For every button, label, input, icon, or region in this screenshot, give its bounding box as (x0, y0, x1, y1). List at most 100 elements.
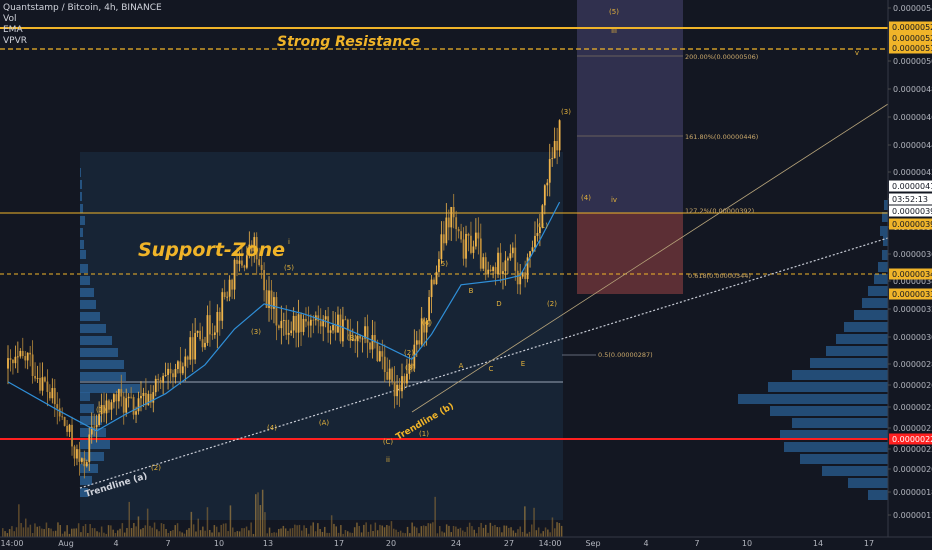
candle-body (346, 319, 349, 331)
candle-body (297, 314, 300, 333)
volume-bar (64, 531, 66, 537)
volume-bar (20, 522, 22, 537)
candle-body (381, 351, 384, 357)
candle-body (396, 384, 398, 397)
volume-bar (27, 527, 29, 537)
wave-label: (3) (405, 364, 415, 372)
volume-bar (243, 528, 245, 537)
fib-200-label: 200.00%(0.00000506) (685, 53, 758, 61)
volume-bar (310, 525, 312, 537)
volume-bar (335, 526, 337, 537)
candle-body (172, 373, 174, 378)
candle-body (285, 319, 288, 335)
candle-body (93, 426, 96, 428)
volume-bar (491, 525, 494, 537)
candle-body (135, 411, 137, 415)
candle-body (312, 319, 315, 321)
volume-bar (13, 531, 15, 537)
candle-body (342, 319, 344, 342)
symbol-title[interactable]: Quantstamp / Bitcoin, 4h, BINANCE (3, 3, 162, 13)
candle-body (231, 279, 233, 290)
volume-bar (268, 527, 271, 537)
vpvr-bar (868, 490, 888, 500)
candle-body (440, 234, 443, 260)
vpvr-indicator-label[interactable]: VPVR (3, 36, 27, 46)
candle-body (270, 290, 273, 309)
vpvr-bar (80, 216, 85, 225)
volume-bar (443, 532, 446, 537)
volume-bar (482, 527, 485, 537)
volume-bar (98, 532, 101, 537)
volume-bar (473, 529, 475, 537)
y-tick-label: 0.00000420 (893, 168, 932, 177)
target-zone-box (577, 0, 683, 213)
trendline-a (79, 237, 889, 489)
volume-bar (441, 531, 443, 537)
volume-bar (374, 522, 377, 537)
volume-bar (215, 526, 218, 537)
candle-body (309, 319, 312, 326)
volume-bar (324, 526, 326, 537)
candle-body (245, 255, 248, 268)
candle-body (364, 326, 366, 339)
candle-body (334, 324, 337, 333)
volume-bar (149, 525, 151, 537)
candle-body (226, 296, 229, 298)
candle-body (12, 359, 14, 364)
wave-label: (B) (347, 334, 358, 342)
volume-bar (59, 525, 61, 537)
volume-bar (232, 527, 234, 537)
wave-label: D (496, 300, 501, 308)
candle-body (209, 315, 211, 335)
x-tick-label: 20 (386, 539, 396, 548)
candle-body (534, 235, 536, 248)
volume-bar (119, 528, 121, 537)
stop-zone-box (577, 213, 683, 294)
ema-indicator-label[interactable]: EMA (3, 25, 23, 35)
volume-bar (238, 531, 241, 537)
volume-bar (248, 530, 250, 537)
volume-bar (429, 523, 432, 537)
vpvr-bar (80, 440, 110, 449)
y-tick-label: 0.00000300 (893, 333, 932, 342)
candle-body (539, 227, 541, 234)
candle-body (423, 318, 426, 333)
wave-label: (C) (383, 438, 394, 446)
volume-bar (275, 532, 278, 537)
candle-body (543, 185, 546, 206)
candle-body (514, 247, 517, 271)
volume-bar (89, 524, 91, 537)
vpvr-bar (822, 466, 888, 476)
volume-bar (402, 532, 404, 537)
volume-bar (282, 525, 285, 537)
volume-bar (537, 527, 540, 537)
wave-label: E (521, 360, 525, 368)
candle-body (201, 339, 204, 348)
volume-bar (218, 532, 220, 537)
volume-bar (457, 528, 459, 537)
vpvr-bar (80, 240, 84, 249)
volume-bar (376, 530, 379, 537)
candle-body (100, 405, 103, 415)
vpvr-bar (770, 406, 888, 416)
vol-indicator-label[interactable]: Vol (3, 14, 17, 24)
wave-label: (2) (151, 464, 161, 472)
candle-body (529, 251, 531, 258)
volume-bar (333, 523, 335, 537)
volume-bar (475, 533, 478, 537)
candle-body (292, 315, 295, 331)
volume-bar (280, 528, 282, 537)
volume-bar (363, 524, 365, 537)
volume-bar (319, 529, 321, 537)
candle-body (265, 290, 268, 308)
candle-body (489, 269, 492, 271)
candle-body (39, 377, 41, 391)
volume-bar (117, 530, 119, 537)
volume-bar (372, 531, 374, 537)
x-tick-label: 7 (694, 539, 699, 548)
price-label-tag (889, 193, 932, 205)
volume-bar (367, 531, 370, 537)
volume-bar (452, 525, 455, 537)
price-label-text: 0.00000410 (892, 182, 932, 191)
